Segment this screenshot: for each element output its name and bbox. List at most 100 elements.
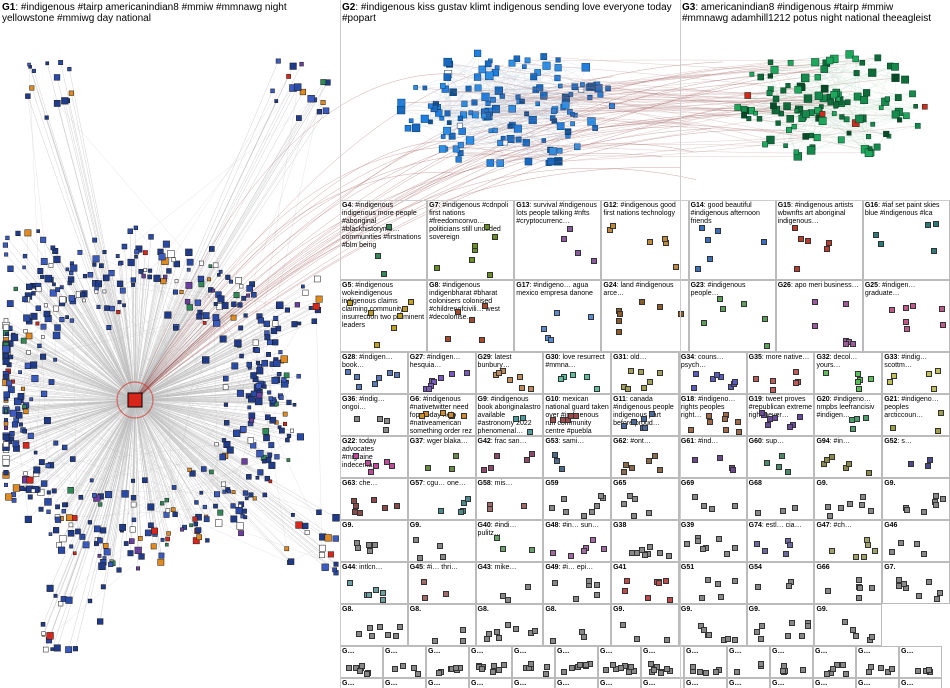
group-cell: G… — [684, 646, 727, 678]
group-cell: G39 — [679, 520, 747, 562]
group-cell: G… — [469, 646, 512, 678]
group-cell: G63: che… — [340, 478, 408, 520]
group-cell: G74: estl… cia… — [747, 520, 815, 562]
group-cell: G51 — [679, 562, 747, 604]
group-cell: G9. — [408, 520, 476, 562]
group-cell: G… — [813, 646, 856, 678]
group-cell: G94: #in… — [814, 436, 882, 478]
group-cell: G59 — [543, 478, 611, 520]
group-cell: G61: #ind… — [679, 436, 747, 478]
group-cell: G9. — [340, 520, 408, 562]
group-cell: G8. — [543, 604, 611, 646]
group-cell: G7: #indigenous #cdnpoli first nations #… — [427, 200, 514, 280]
group-cell: G62: #ont… — [611, 436, 679, 478]
group-cell: G8. — [476, 604, 544, 646]
group-cell: G8. — [408, 604, 476, 646]
group-cell: G9. — [814, 604, 882, 646]
group-cell: G45: #i… thri… — [408, 562, 476, 604]
group-cell: G9. — [611, 604, 679, 646]
group-cell: G26: apo meri business… — [776, 280, 863, 352]
group-cell: G47: #ch… — [814, 520, 882, 562]
group-cell: G… — [555, 678, 598, 688]
group-cell: G9. — [747, 604, 815, 646]
group-cell: G19: tweet proves #republican extreme ri… — [747, 394, 815, 436]
group-cell: G48: #in… sun… — [543, 520, 611, 562]
group-cell: G58: mis… — [476, 478, 544, 520]
group-cell: G… — [727, 646, 770, 678]
group-cell: G69 — [679, 478, 747, 520]
group-cell: G65 — [611, 478, 679, 520]
group-cell: G… — [598, 678, 641, 688]
group-cell: G15: #indigenous artists wbwnfts art abo… — [776, 200, 863, 280]
group-cell: G41 — [611, 562, 679, 604]
group-cell: G52: s… — [882, 436, 950, 478]
group-cell: G17: #indigeno… agua mexico empresa dano… — [514, 280, 601, 352]
group-cell: G… — [770, 646, 813, 678]
group-cell: G36: #indig… ongoi… — [340, 394, 408, 436]
group-cell: G4: #indigenous indigenous more people #… — [340, 200, 427, 280]
group-cell: G30: love resurrect #mmna… — [543, 352, 611, 394]
group-cell: G32: decol… yours… — [814, 352, 882, 394]
group-cell: G60: sup… — [747, 436, 815, 478]
group-cell: G… — [426, 646, 469, 678]
group-cell: G40: #indi… pulitz… — [476, 520, 544, 562]
group-cell: G38 — [611, 520, 679, 562]
group-cell: G9. — [882, 478, 950, 520]
group-cell: G… — [813, 678, 856, 688]
group-cell: G… — [770, 678, 813, 688]
group-cell: G42: frac san… — [476, 436, 544, 478]
group-cell: G23: #indigenous people… — [689, 280, 776, 352]
group-cell: G12: #indigenous good first nations tech… — [601, 200, 688, 280]
group-cell: G44: intlcn… — [340, 562, 408, 604]
group-cell: G… — [383, 646, 426, 678]
group-cell: G54 — [747, 562, 815, 604]
group-cell: G22: today advocates #migraine indecenta… — [340, 436, 408, 478]
group-cell: G… — [684, 678, 727, 688]
group-cell: G… — [856, 646, 899, 678]
group-cell: G… — [856, 678, 899, 688]
group-cell: G53: sami… — [543, 436, 611, 478]
divider-v-1 — [340, 0, 341, 688]
group-cell: G10: mexican national guard taken over #… — [543, 394, 611, 436]
group-cell: G37: wger blaka… — [408, 436, 476, 478]
group-cell: G… — [899, 646, 942, 678]
group-cell: G… — [383, 678, 426, 688]
group-cell: G9. — [679, 604, 747, 646]
group-cell: G20: #indigeno… nmpbs leefrancisiv #indi… — [814, 394, 882, 436]
group-cell: G33: #indig… scottm… — [882, 352, 950, 394]
group-cell: G… — [555, 646, 598, 678]
group-cell: G14: good beautiful #indigenous afternoo… — [689, 200, 776, 280]
group-cell: G9. — [814, 478, 882, 520]
group-cell: G5: #indigenous wokeindigenous indigenou… — [340, 280, 427, 352]
group-cell: G46 — [882, 520, 950, 562]
group-cell: G… — [512, 646, 555, 678]
group-cell: G21: #indigeno… peoples arcticcoun… — [882, 394, 950, 436]
group-cell: G24: land #indigenous arce… — [601, 280, 688, 352]
divider-v-2 — [680, 0, 681, 688]
group-cell: G27: #indigen… hesquia… — [408, 352, 476, 394]
right-grid: G4: #indigenous indigenous more people #… — [340, 200, 950, 688]
group-cell: G… — [598, 646, 641, 678]
group-cell: G… — [727, 678, 770, 688]
group-cell: G… — [469, 678, 512, 688]
group-cell: G13: survival #indigenous lots people ta… — [514, 200, 601, 280]
group-cell: G11: canada #indigenous people indigenou… — [611, 394, 679, 436]
group-cell: G… — [426, 678, 469, 688]
group-cell: G25: #indigen… graduate… — [863, 280, 950, 352]
group-cell: G31: old… — [611, 352, 679, 394]
group-cell: G… — [641, 678, 684, 688]
group-cell: G29: latest bunbury… — [476, 352, 544, 394]
group-cell: G9: #indigenous book aboriginalastro ava… — [476, 394, 544, 436]
group-cell: G6: #indigenous #nativetwitter need fopr… — [408, 394, 476, 436]
group-cell: G… — [340, 646, 383, 678]
group-cell: G… — [512, 678, 555, 688]
group-cell: G34: couns… psych… — [679, 352, 747, 394]
group-cell: G57: cgu… one… — [408, 478, 476, 520]
group-cell: G35: more native… — [747, 352, 815, 394]
group-cell: G16: #iaf set paint skies blue #indigeno… — [863, 200, 950, 280]
group-cell: G66 — [814, 562, 882, 604]
group-cell: G28: #indigen… book… — [340, 352, 408, 394]
group-cell: G7. — [882, 562, 950, 604]
group-cell: G68 — [747, 478, 815, 520]
group-cell: G… — [641, 646, 684, 678]
